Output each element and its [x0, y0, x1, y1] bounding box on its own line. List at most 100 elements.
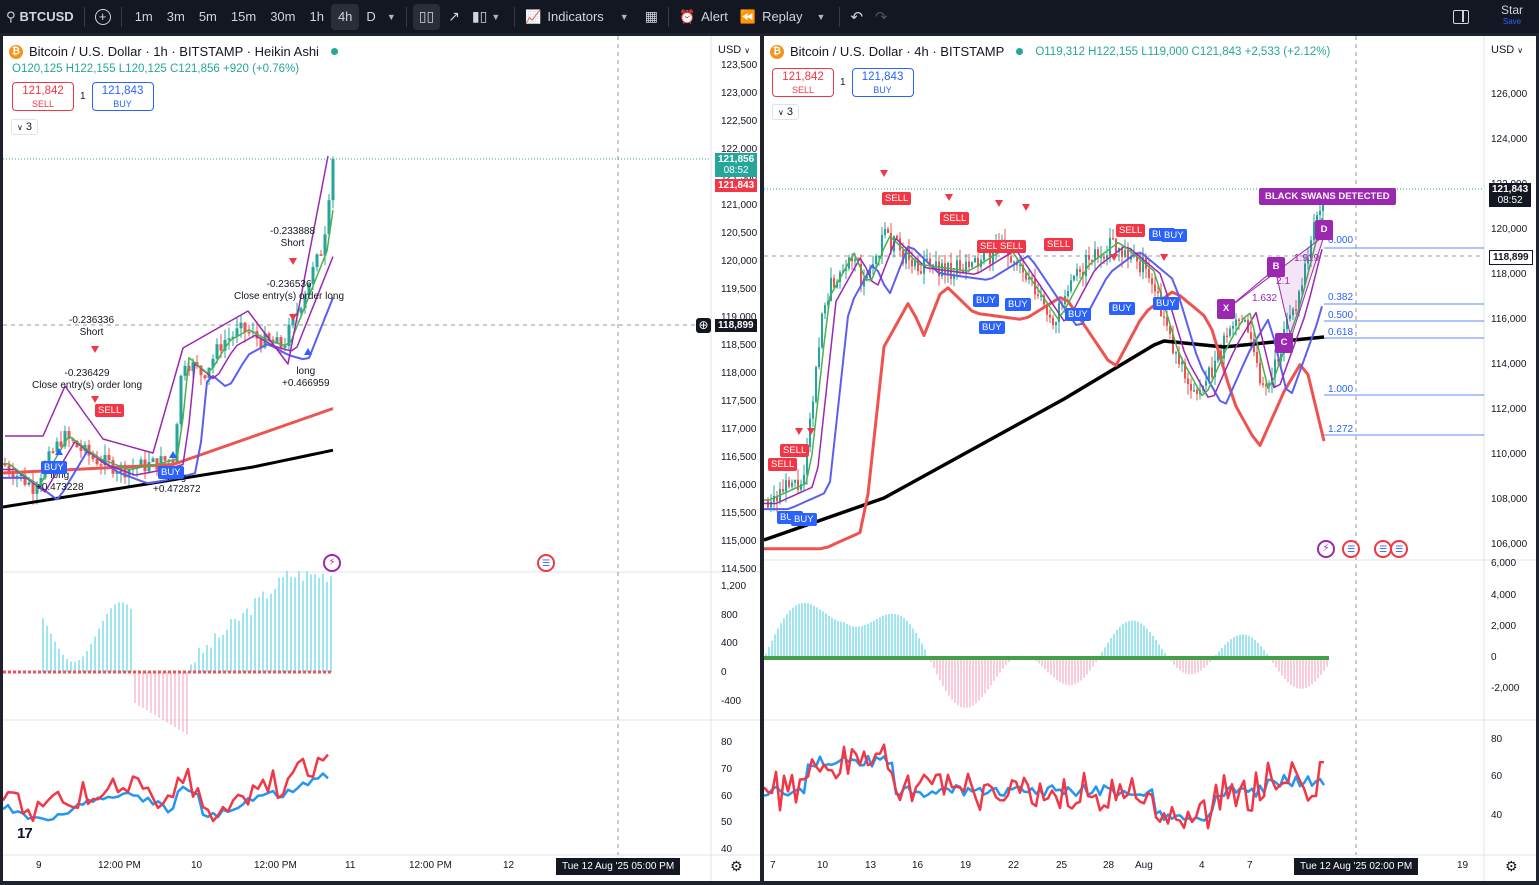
candle-body: [199, 365, 203, 376]
chart-panel-1h[interactable]: ₿ Bitcoin / U.S. Dollar · 1h · BITSTAMP …: [3, 36, 760, 881]
timeframe-4h[interactable]: 4h: [330, 3, 360, 30]
sell-signal-tag: SELL: [940, 212, 970, 225]
harmonic-ratio-label: 1.919: [1294, 253, 1320, 264]
candle-body: [19, 474, 23, 477]
sell-button[interactable]: 121,842 SELL: [12, 82, 74, 111]
order-quantity[interactable]: 1: [840, 77, 846, 88]
chart-canvas-left[interactable]: [3, 36, 760, 881]
sell-signal-tag: SELL: [1116, 224, 1146, 237]
candle-body: [299, 308, 303, 313]
candle-body: [1262, 383, 1264, 385]
tradingview-logo[interactable]: 17: [17, 825, 33, 842]
indicators-collapse-button[interactable]: ∨ 3: [772, 104, 800, 120]
candle-body: [259, 338, 263, 348]
buy-signal-tag: BUY: [1109, 302, 1135, 315]
axis-tick-label: 70: [721, 764, 733, 775]
candle-body: [1211, 367, 1213, 377]
candle-body: [1091, 259, 1093, 262]
axis-tick-label: 112,000: [1491, 404, 1527, 415]
add-plus-icon[interactable]: ⊕: [696, 318, 711, 333]
candle-body: [1040, 295, 1042, 297]
axis-tick-label: 400: [721, 638, 738, 649]
compare-button[interactable]: +: [89, 0, 117, 33]
order-quantity[interactable]: 1: [80, 91, 86, 102]
timeframe-1m[interactable]: 1m: [134, 9, 153, 24]
replay-button[interactable]: ⏪ Replay ▼: [734, 0, 836, 33]
line-type-button[interactable]: ↗: [442, 0, 466, 33]
candle-body: [899, 238, 901, 251]
timeframe-D[interactable]: D: [366, 9, 376, 24]
settings-gear-icon[interactable]: ⚙: [730, 858, 743, 874]
candle-body: [845, 268, 847, 271]
chart-legend-title: ₿ Bitcoin / U.S. Dollar · 1h · BITSTAMP …: [9, 44, 338, 59]
chevron-down-icon[interactable]: ▼: [816, 11, 826, 22]
us-flag-event-icon[interactable]: ☰: [1390, 540, 1408, 558]
timeframe-30m[interactable]: 30m: [270, 9, 296, 24]
candle-body: [11, 472, 15, 479]
us-flag-event-icon[interactable]: ☰: [1374, 540, 1392, 558]
indicators-button[interactable]: 📈 Indicators ▼: [519, 0, 638, 33]
us-flag-event-icon[interactable]: ☰: [1342, 540, 1360, 558]
timeframe-15m[interactable]: 15m: [230, 9, 257, 24]
currency-selector[interactable]: USD ∨: [1491, 44, 1523, 56]
candle-body: [1037, 294, 1039, 296]
candle-body: [1322, 201, 1324, 211]
divider: [839, 6, 841, 27]
candle-body: [1304, 263, 1306, 286]
candle-body: [1154, 284, 1156, 292]
indicators-collapse-button[interactable]: ∨ 3: [11, 119, 39, 135]
lightning-event-icon[interactable]: ⚡: [1317, 540, 1335, 558]
candle-body: [1256, 352, 1258, 363]
candle-body: [794, 479, 796, 483]
axis-tick-label: 122,000: [721, 144, 758, 155]
currency-selector[interactable]: USD ∨: [718, 44, 750, 56]
candle-body: [959, 260, 961, 270]
axis-tick-label: 0: [721, 667, 727, 678]
layout-toggle-button[interactable]: [1447, 0, 1475, 33]
candle-body: [1157, 291, 1159, 294]
symbol-search[interactable]: ⚲ BTCUSD: [0, 0, 80, 33]
timeframe-5m[interactable]: 5m: [198, 9, 217, 24]
timeframe-1h[interactable]: 1h: [309, 9, 324, 24]
up-arrow-marker: [304, 348, 312, 355]
bars-type-button[interactable]: ▮▯ ▼: [466, 0, 510, 33]
buy-button[interactable]: 121,843 BUY: [851, 68, 914, 97]
lightning-event-icon[interactable]: ⚡: [323, 554, 341, 572]
templates-button[interactable]: ▦: [639, 0, 664, 33]
zigzag-line: [5, 155, 329, 454]
settings-gear-icon[interactable]: ⚙: [1505, 858, 1518, 874]
symbol-title[interactable]: Bitcoin / U.S. Dollar · 1h · BITSTAMP · …: [29, 44, 319, 59]
axis-tick-label: 40: [721, 844, 733, 855]
axis-tick-label: 12:00 PM: [98, 860, 141, 871]
chevron-down-icon[interactable]: ▼: [619, 11, 629, 22]
candles-type-button[interactable]: ▯▯: [412, 3, 441, 30]
symbol-title[interactable]: Bitcoin / U.S. Dollar · 4h · BITSTAMP: [790, 44, 1005, 59]
sell-signal-tag: SELL: [768, 458, 798, 471]
axis-tick-label: 19: [960, 860, 972, 871]
candle-body: [1115, 238, 1117, 253]
alert-button[interactable]: ⏰ Alert: [673, 0, 734, 33]
candle-body: [1190, 383, 1192, 391]
candle-body: [1013, 261, 1015, 264]
buy-button[interactable]: 121,843 BUY: [91, 82, 154, 111]
candle-body: [1052, 317, 1054, 326]
chart-canvas-right[interactable]: [764, 36, 1536, 881]
candle-body: [1073, 275, 1075, 281]
timeframe-3m[interactable]: 3m: [166, 9, 185, 24]
buy-signal-tag: BUY: [1153, 297, 1179, 310]
chart-panel-4h[interactable]: ₿ Bitcoin / U.S. Dollar · 4h · BITSTAMP …: [764, 36, 1536, 881]
star-save-button[interactable]: Star Save: [1501, 4, 1523, 28]
sell-button[interactable]: 121,842 SELL: [772, 68, 834, 97]
candle-body: [1085, 254, 1087, 277]
candle-body: [1010, 256, 1012, 263]
down-arrow-marker: [880, 170, 888, 177]
axis-tick-label: 10: [191, 860, 203, 871]
candle-body: [956, 260, 958, 275]
candle-body: [1121, 247, 1123, 257]
redo-button[interactable]: ↷: [869, 0, 894, 33]
candle-body: [785, 480, 787, 492]
undo-button[interactable]: ↶: [844, 0, 869, 33]
currency-label: USD: [718, 44, 742, 56]
us-flag-event-icon[interactable]: ☰: [537, 554, 555, 572]
chevron-down-icon[interactable]: ▼: [386, 11, 396, 22]
